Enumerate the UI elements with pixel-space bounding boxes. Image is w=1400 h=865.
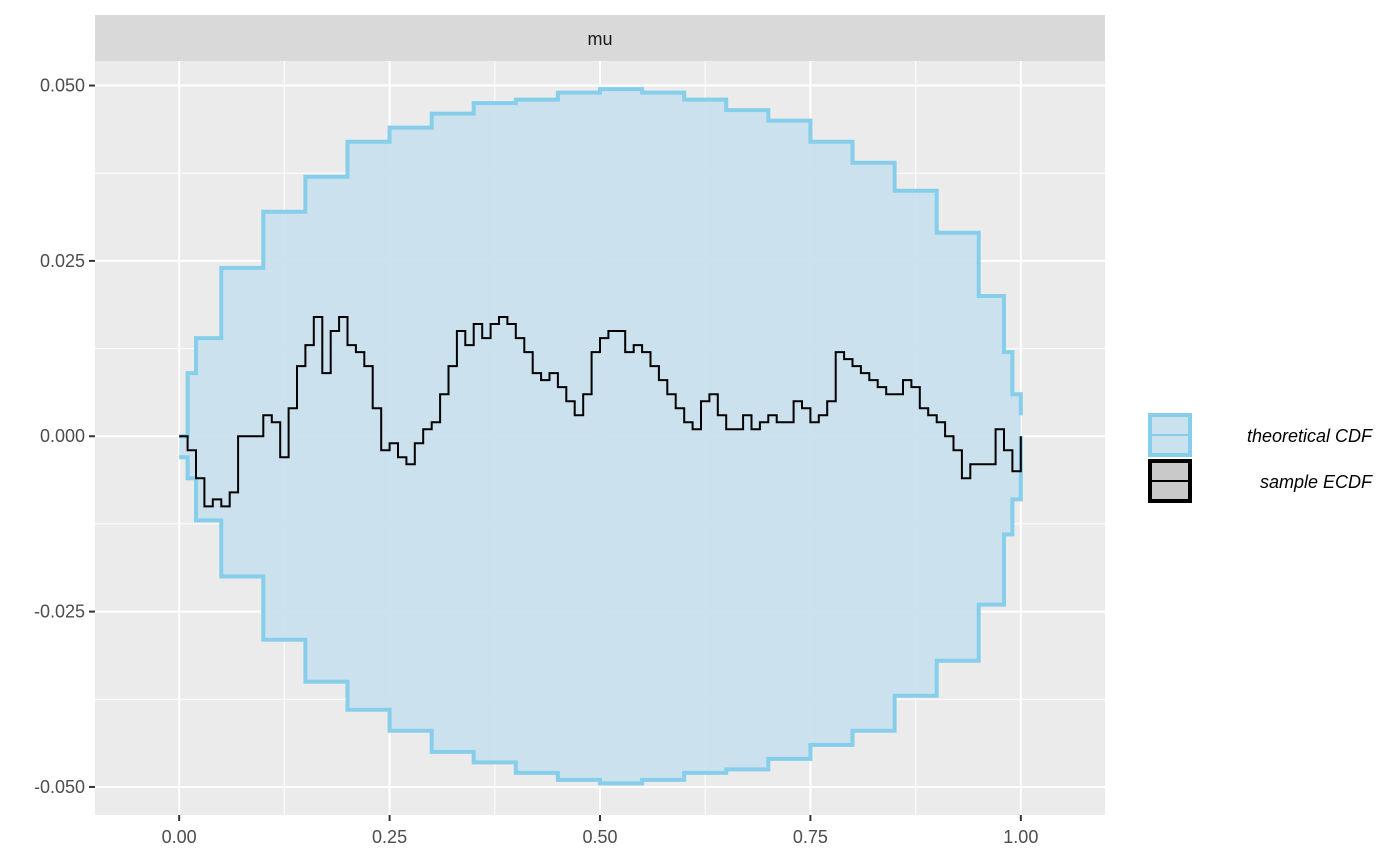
legend: theoretical CDF sample ECDF xyxy=(1148,413,1373,503)
x-tick-label: 0.25 xyxy=(372,827,407,847)
legend-label-theoretical-cdf: theoretical CDF xyxy=(1247,426,1373,446)
y-tick-label: -0.025 xyxy=(34,602,85,622)
facet-strip-label: mu xyxy=(587,29,612,49)
confidence-band-fill xyxy=(179,89,1021,784)
confidence-band-lower xyxy=(179,436,1023,786)
series-layer xyxy=(179,316,1022,508)
y-tick-label: 0.000 xyxy=(40,426,85,446)
y-tick-label: 0.025 xyxy=(40,251,85,271)
x-tick-label: 0.50 xyxy=(582,827,617,847)
x-tick-label: 0.00 xyxy=(162,827,197,847)
y-tick-label: -0.050 xyxy=(34,777,85,797)
y-tick-label: 0.050 xyxy=(40,76,85,96)
x-tick-label: 0.75 xyxy=(793,827,828,847)
x-tick-label: 1.00 xyxy=(1003,827,1038,847)
x-axis: 0.00 0.25 0.50 0.75 1.00 xyxy=(162,815,1038,847)
confidence-band-upper xyxy=(179,87,1023,439)
series-line-sample-ecdf xyxy=(179,316,1022,508)
y-axis: 0.050 0.025 0.000 -0.025 -0.050 xyxy=(34,76,95,797)
confidence-band-layer xyxy=(179,87,1023,786)
facet-strip xyxy=(95,15,1105,61)
legend-label-sample-ecdf: sample ECDF xyxy=(1260,472,1373,492)
